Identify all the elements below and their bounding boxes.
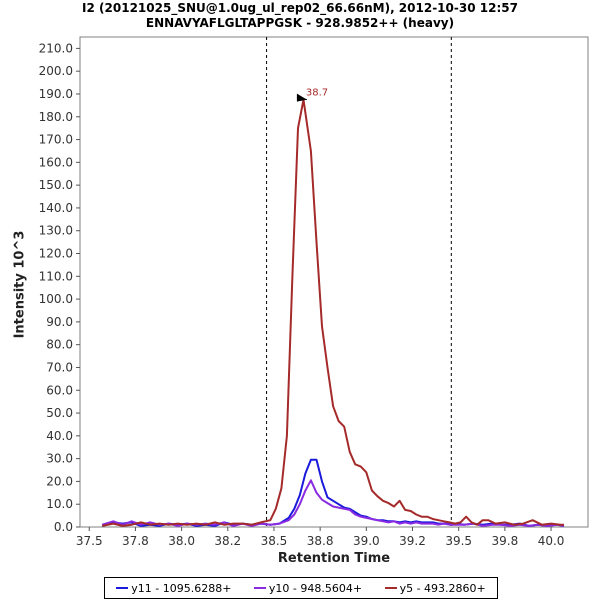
x-tick-label: 40.0 bbox=[538, 534, 565, 548]
y-tick-label: 30.0 bbox=[46, 452, 73, 466]
y-tick-label: 180.0 bbox=[39, 110, 73, 124]
x-tick-label: 39.0 bbox=[353, 534, 380, 548]
x-axis-label: Retention Time bbox=[277, 551, 391, 566]
y-tick-label: 170.0 bbox=[39, 133, 73, 147]
y-tick-label: 120.0 bbox=[39, 247, 73, 261]
y-tick-label: 60.0 bbox=[46, 383, 73, 397]
y-tick-label: 190.0 bbox=[39, 87, 73, 101]
y-tick-label: 150.0 bbox=[39, 178, 73, 192]
y-tick-label: 0.0 bbox=[54, 520, 73, 534]
legend-label-y11: y11 - 1095.6288+ bbox=[131, 581, 232, 595]
y-tick-label: 110.0 bbox=[39, 269, 73, 283]
x-tick-label: 38.2 bbox=[214, 534, 241, 548]
x-tick-label: 38.8 bbox=[307, 534, 334, 548]
x-tick-label: 38.5 bbox=[261, 534, 288, 548]
y-tick-label: 130.0 bbox=[39, 224, 73, 238]
y-tick-label: 40.0 bbox=[46, 429, 73, 443]
y-tick-label: 70.0 bbox=[46, 360, 73, 374]
x-tick-label: 39.5 bbox=[445, 534, 472, 548]
legend-swatch-y5 bbox=[384, 587, 397, 589]
legend-item-y11: y11 - 1095.6288+ bbox=[116, 582, 231, 595]
y-tick-label: 200.0 bbox=[39, 64, 73, 78]
y-tick-label: 50.0 bbox=[46, 406, 73, 420]
x-tick-label: 39.8 bbox=[492, 534, 519, 548]
chart-subtitle: ENNAVYAFLGLTAPPGSK - 928.9852++ (heavy) bbox=[145, 16, 455, 30]
y-tick-label: 100.0 bbox=[39, 292, 73, 306]
y-tick-label: 160.0 bbox=[39, 155, 73, 169]
chart-title: I2 (20121025_SNU@1.0ug_ul_rep02_66.66nM)… bbox=[82, 1, 518, 15]
x-tick-label: 39.2 bbox=[399, 534, 426, 548]
legend-item-y5: y5 - 493.2860+ bbox=[384, 581, 486, 595]
y-tick-label: 90.0 bbox=[46, 315, 73, 329]
y-axis-label: Intensity 10^3 bbox=[12, 230, 28, 339]
peak-marker-line bbox=[296, 97, 308, 101]
series-line-2 bbox=[101, 98, 564, 527]
y-tick-label: 10.0 bbox=[46, 497, 73, 511]
legend: y11 - 1095.6288+ y10 - 948.5604+ y5 - 49… bbox=[104, 577, 498, 599]
legend-label-y5: y5 - 493.2860+ bbox=[399, 581, 486, 595]
legend-swatch-y10 bbox=[253, 587, 266, 589]
x-tick-label: 38.0 bbox=[168, 534, 195, 548]
y-tick-label: 140.0 bbox=[39, 201, 73, 215]
y-tick-label: 80.0 bbox=[46, 338, 73, 352]
x-tick-label: 37.5 bbox=[76, 534, 103, 548]
y-tick-label: 210.0 bbox=[39, 41, 73, 55]
x-tick-label: 37.8 bbox=[122, 534, 149, 548]
legend-label-y10: y10 - 948.5604+ bbox=[268, 581, 363, 595]
legend-swatch-y11 bbox=[116, 587, 129, 589]
legend-item-y10: y10 - 948.5604+ bbox=[253, 581, 363, 595]
peak-label: 38.7 bbox=[306, 88, 328, 99]
plot-frame bbox=[79, 36, 589, 528]
y-tick-label: 20.0 bbox=[46, 474, 73, 488]
